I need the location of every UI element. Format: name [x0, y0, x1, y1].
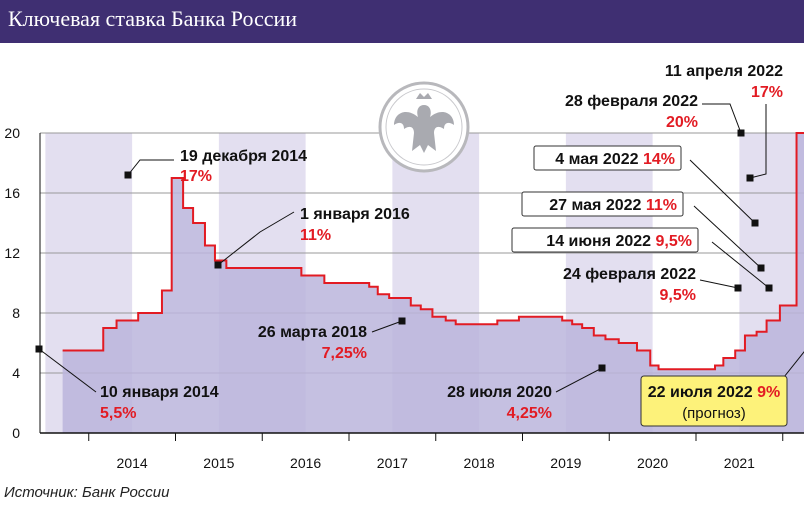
annotation-date-3: 26 марта 2018	[258, 324, 367, 341]
annotation-leader-3	[371, 320, 403, 333]
annotation-value-7: 17%	[751, 84, 783, 101]
annotation-leader-1	[127, 159, 174, 176]
annotation-leader-forecast	[779, 351, 804, 383]
annotation-leader-9	[693, 205, 762, 269]
annotation-date-7: 11 апреля 2022	[665, 63, 783, 80]
annotation-label-10: 14 июня 2022 9,5%	[546, 233, 692, 250]
forecast-box	[640, 375, 788, 427]
rate-area	[62, 133, 804, 433]
source-note: Источник: Банк России	[4, 484, 170, 501]
y-tick-label-16: 16	[4, 185, 20, 201]
x-tick-label-2018: 2018	[464, 455, 495, 471]
y-tick-label-20: 20	[4, 125, 20, 141]
annotation-leader-6	[702, 103, 742, 134]
y-tick-label-12: 12	[4, 245, 20, 261]
annotation-value-5: 9,5%	[660, 287, 696, 304]
rate-line	[62, 132, 804, 371]
annotation-date-5: 24 февраля 2022	[563, 266, 696, 283]
y-tick-label-0: 0	[12, 425, 20, 441]
x-tick-label-2017: 2017	[377, 455, 408, 471]
annotation-box-9	[521, 191, 684, 217]
annotation-label-8: 4 мая 2022 14%	[555, 151, 675, 168]
annotation-leader-5	[699, 279, 739, 289]
marker-1	[124, 171, 132, 179]
annotation-date-6: 28 февраля 2022	[565, 93, 698, 110]
bank-emblem-icon	[378, 81, 470, 173]
annotation-date-0: 10 января 2014	[100, 384, 219, 401]
forecast-label: 22 июля 2022 9%	[648, 384, 780, 401]
chart-header: Ключевая ставка Банка России	[0, 0, 804, 43]
annotation-value-2: 11%	[300, 227, 331, 244]
annotation-date-9: 27 мая 2022	[549, 197, 646, 214]
annotation-value-6: 20%	[666, 114, 698, 131]
annotation-value-8: 14%	[643, 151, 675, 168]
forecast-note: (прогноз)	[682, 405, 746, 422]
annotation-value-0: 5,5%	[100, 405, 136, 422]
x-tick-label-2019: 2019	[550, 455, 581, 471]
x-tick-label-2015: 2015	[203, 455, 234, 471]
annotation-date-2: 1 января 2016	[300, 206, 410, 223]
annotation-leader-0	[38, 348, 97, 393]
annotation-date-10: 14 июня 2022	[546, 233, 655, 250]
annotation-leader-2	[217, 211, 295, 266]
annotation-label-9: 27 мая 2022 11%	[549, 197, 677, 214]
annotation-leader-4	[555, 367, 603, 393]
annotation-value-3: 7,25%	[322, 345, 367, 362]
annotation-date-1: 19 декабря 2014	[180, 148, 307, 165]
annotation-value-4: 4,25%	[507, 405, 552, 422]
chart-title: Ключевая ставка Банка России	[8, 6, 298, 31]
y-tick-label-8: 8	[12, 305, 20, 321]
annotation-box-8	[533, 145, 682, 171]
annotation-value-10: 9,5%	[656, 233, 692, 250]
x-tick-label-2016: 2016	[290, 455, 321, 471]
annotation-leader-10	[711, 241, 770, 289]
x-tick-label-2021: 2021	[724, 455, 755, 471]
annotation-leader-7	[749, 104, 767, 179]
y-tick-label-4: 4	[12, 365, 20, 381]
annotation-value-9: 11%	[646, 197, 677, 214]
annotation-value-1: 17%	[180, 168, 212, 185]
x-tick-label-2020: 2020	[637, 455, 668, 471]
annotation-box-10	[511, 227, 699, 253]
annotation-leader-8	[689, 159, 756, 224]
annotation-date-8: 4 мая 2022	[555, 151, 643, 168]
annotation-date-4: 28 июля 2020	[447, 384, 552, 401]
forecast-value: 9%	[757, 384, 780, 401]
forecast-date: 22 июля 2022	[648, 384, 757, 401]
x-tick-label-2014: 2014	[117, 455, 148, 471]
